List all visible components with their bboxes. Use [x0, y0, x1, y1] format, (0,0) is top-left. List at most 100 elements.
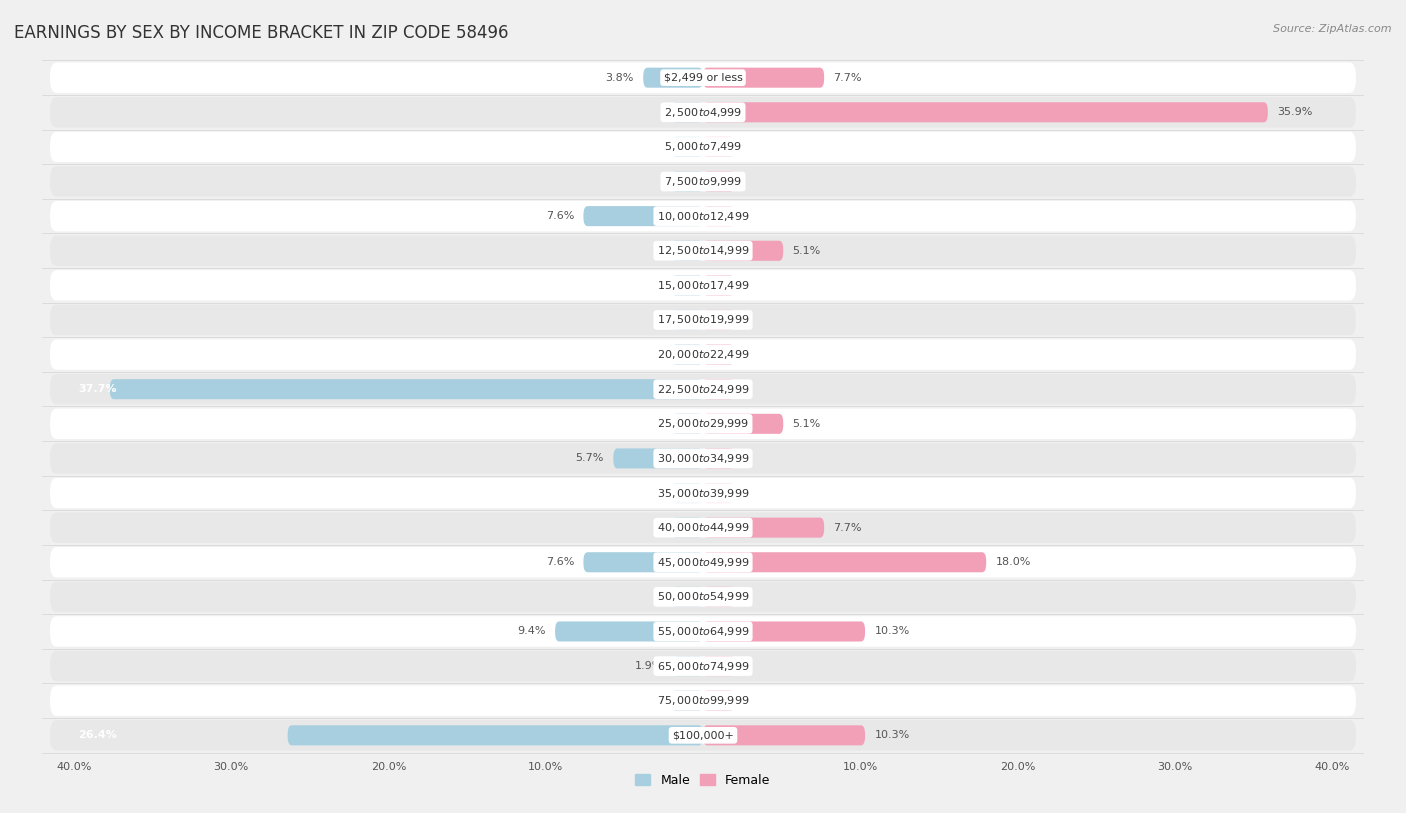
Text: $17,500 to $19,999: $17,500 to $19,999	[657, 314, 749, 327]
FancyBboxPatch shape	[703, 449, 734, 468]
FancyBboxPatch shape	[51, 478, 1355, 508]
FancyBboxPatch shape	[51, 305, 1355, 335]
Text: $5,000 to $7,499: $5,000 to $7,499	[664, 141, 742, 154]
Text: 7.6%: 7.6%	[546, 211, 574, 221]
FancyBboxPatch shape	[703, 379, 734, 399]
FancyBboxPatch shape	[110, 379, 703, 399]
FancyBboxPatch shape	[51, 201, 1355, 232]
FancyBboxPatch shape	[703, 67, 824, 88]
Text: $25,000 to $29,999: $25,000 to $29,999	[657, 417, 749, 430]
FancyBboxPatch shape	[703, 483, 734, 503]
Text: $55,000 to $64,999: $55,000 to $64,999	[657, 625, 749, 638]
FancyBboxPatch shape	[703, 172, 734, 192]
FancyBboxPatch shape	[672, 483, 703, 503]
Text: 5.1%: 5.1%	[793, 246, 821, 256]
Text: 0.0%: 0.0%	[665, 315, 693, 325]
Text: 0.0%: 0.0%	[713, 280, 741, 290]
FancyBboxPatch shape	[51, 339, 1355, 370]
Text: $20,000 to $22,499: $20,000 to $22,499	[657, 348, 749, 361]
Text: 0.0%: 0.0%	[665, 280, 693, 290]
Text: $22,500 to $24,999: $22,500 to $24,999	[657, 383, 749, 396]
FancyBboxPatch shape	[643, 67, 703, 88]
Text: 1.9%: 1.9%	[636, 661, 664, 671]
FancyBboxPatch shape	[703, 102, 1268, 122]
FancyBboxPatch shape	[672, 345, 703, 364]
Text: 3.8%: 3.8%	[606, 72, 634, 83]
FancyBboxPatch shape	[703, 137, 734, 157]
Text: 0.0%: 0.0%	[665, 246, 693, 256]
Text: 0.0%: 0.0%	[713, 211, 741, 221]
Text: $10,000 to $12,499: $10,000 to $12,499	[657, 210, 749, 223]
FancyBboxPatch shape	[703, 206, 734, 226]
Text: $50,000 to $54,999: $50,000 to $54,999	[657, 590, 749, 603]
Text: 7.7%: 7.7%	[834, 72, 862, 83]
Text: 37.7%: 37.7%	[79, 385, 117, 394]
Text: 0.0%: 0.0%	[665, 350, 693, 359]
Text: 0.0%: 0.0%	[665, 107, 693, 117]
Text: 7.7%: 7.7%	[834, 523, 862, 533]
Text: 0.0%: 0.0%	[713, 350, 741, 359]
FancyBboxPatch shape	[51, 409, 1355, 439]
Text: 0.0%: 0.0%	[665, 592, 693, 602]
Text: 10.3%: 10.3%	[875, 627, 910, 637]
FancyBboxPatch shape	[51, 512, 1355, 543]
FancyBboxPatch shape	[51, 547, 1355, 577]
Text: 7.6%: 7.6%	[546, 557, 574, 567]
Text: 0.0%: 0.0%	[665, 142, 693, 152]
FancyBboxPatch shape	[51, 97, 1355, 128]
FancyBboxPatch shape	[703, 691, 734, 711]
FancyBboxPatch shape	[703, 276, 734, 295]
FancyBboxPatch shape	[583, 206, 703, 226]
Text: $15,000 to $17,499: $15,000 to $17,499	[657, 279, 749, 292]
Text: $100,000+: $100,000+	[672, 730, 734, 741]
Text: 0.0%: 0.0%	[713, 592, 741, 602]
FancyBboxPatch shape	[703, 241, 783, 261]
Text: 0.0%: 0.0%	[713, 661, 741, 671]
FancyBboxPatch shape	[51, 651, 1355, 681]
FancyBboxPatch shape	[672, 310, 703, 330]
Text: $75,000 to $99,999: $75,000 to $99,999	[657, 694, 749, 707]
Text: 18.0%: 18.0%	[995, 557, 1031, 567]
FancyBboxPatch shape	[672, 102, 703, 122]
FancyBboxPatch shape	[51, 63, 1355, 93]
FancyBboxPatch shape	[555, 621, 703, 641]
Text: 35.9%: 35.9%	[1277, 107, 1313, 117]
Text: $40,000 to $44,999: $40,000 to $44,999	[657, 521, 749, 534]
FancyBboxPatch shape	[703, 518, 824, 537]
Text: $65,000 to $74,999: $65,000 to $74,999	[657, 659, 749, 672]
FancyBboxPatch shape	[288, 725, 703, 746]
Text: 26.4%: 26.4%	[79, 730, 117, 741]
Text: 0.0%: 0.0%	[713, 142, 741, 152]
Text: $12,500 to $14,999: $12,500 to $14,999	[657, 244, 749, 257]
FancyBboxPatch shape	[51, 236, 1355, 266]
Text: 0.0%: 0.0%	[665, 523, 693, 533]
FancyBboxPatch shape	[672, 276, 703, 295]
FancyBboxPatch shape	[613, 449, 703, 468]
Text: 0.0%: 0.0%	[713, 385, 741, 394]
Text: $7,500 to $9,999: $7,500 to $9,999	[664, 175, 742, 188]
Text: 0.0%: 0.0%	[665, 696, 693, 706]
Text: 0.0%: 0.0%	[713, 488, 741, 498]
FancyBboxPatch shape	[672, 414, 703, 434]
Text: 0.0%: 0.0%	[713, 696, 741, 706]
FancyBboxPatch shape	[51, 581, 1355, 612]
FancyBboxPatch shape	[703, 656, 734, 676]
Legend: Male, Female: Male, Female	[630, 769, 776, 792]
FancyBboxPatch shape	[672, 587, 703, 607]
FancyBboxPatch shape	[51, 167, 1355, 197]
Text: 0.0%: 0.0%	[665, 488, 693, 498]
FancyBboxPatch shape	[703, 414, 783, 434]
Text: EARNINGS BY SEX BY INCOME BRACKET IN ZIP CODE 58496: EARNINGS BY SEX BY INCOME BRACKET IN ZIP…	[14, 24, 509, 42]
Text: $2,500 to $4,999: $2,500 to $4,999	[664, 106, 742, 119]
FancyBboxPatch shape	[703, 621, 865, 641]
Text: 0.0%: 0.0%	[665, 419, 693, 428]
Text: $45,000 to $49,999: $45,000 to $49,999	[657, 556, 749, 569]
FancyBboxPatch shape	[673, 656, 703, 676]
Text: 0.0%: 0.0%	[713, 176, 741, 186]
FancyBboxPatch shape	[51, 270, 1355, 301]
FancyBboxPatch shape	[672, 241, 703, 261]
FancyBboxPatch shape	[703, 587, 734, 607]
Text: 9.4%: 9.4%	[517, 627, 546, 637]
Text: $35,000 to $39,999: $35,000 to $39,999	[657, 486, 749, 499]
FancyBboxPatch shape	[672, 137, 703, 157]
